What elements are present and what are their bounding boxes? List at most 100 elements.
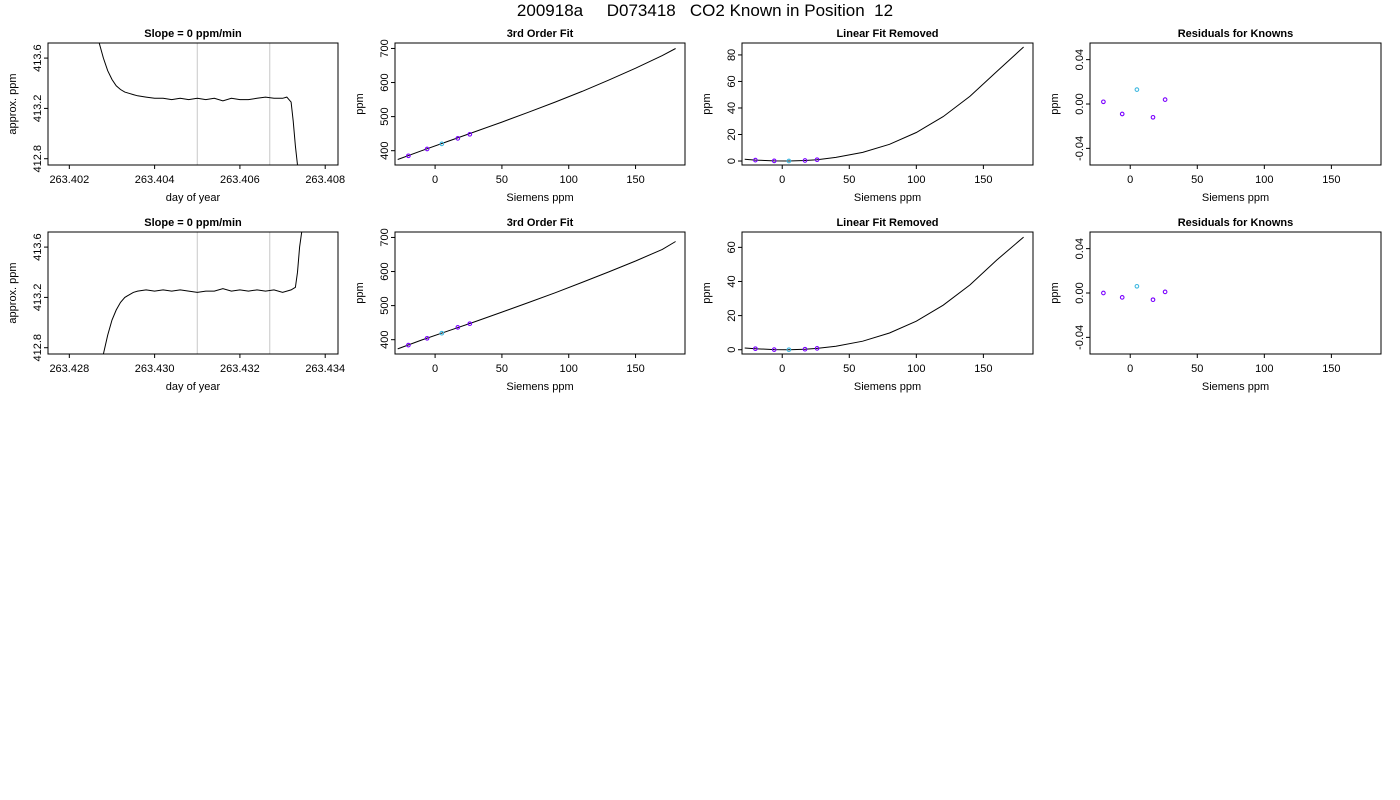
y-axis-label: approx. ppm <box>7 73 19 134</box>
plot-frame <box>741 42 1034 166</box>
y-tick-label: 413.6 <box>32 233 44 261</box>
data-point <box>1162 289 1168 295</box>
x-tick-label: 263.404 <box>135 174 175 186</box>
y-tick-label: 700 <box>379 39 391 57</box>
data-point <box>1119 295 1125 300</box>
y-tick-label: 413.2 <box>32 284 44 312</box>
page-title: 200918a D073418 CO2 Known in Position 12 <box>516 1 894 20</box>
x-tick-label: 150 <box>626 363 644 375</box>
x-tick-label: 150 <box>974 174 992 186</box>
data-point <box>1101 99 1106 105</box>
y-tick-label: 413.2 <box>32 95 44 123</box>
chart-title: Linear Fit Removed <box>836 28 938 40</box>
data-point <box>1134 283 1140 289</box>
y-tick-label: 60 <box>726 241 738 253</box>
x-tick-label: 50 <box>1191 174 1203 186</box>
plot-frame <box>1089 42 1382 166</box>
y-tick-label: 600 <box>379 262 391 280</box>
data-point <box>424 146 430 152</box>
chart-title: 3rd Order Fit <box>507 217 574 229</box>
x-tick-label: 50 <box>496 174 508 186</box>
data-point <box>786 158 792 164</box>
chart-panel-7: 0 50 100 150 0 20 40 60 Linear Fit Removed Siemen… <box>701 217 1034 393</box>
x-tick-label: 263.428 <box>49 363 89 375</box>
data-point <box>802 346 808 352</box>
chart-panel-3: 0 50 100 150 0 20 40 60 80 Linear Fit Removed Siem… <box>701 28 1034 204</box>
chart-panel-6: 0 50 100 150 400 500 600 700 3rd Order Fit Siemen… <box>354 217 686 393</box>
x-tick-label: 263.408 <box>305 174 345 186</box>
data-point <box>406 342 411 348</box>
chart-title: Residuals for Knowns <box>1178 217 1294 229</box>
y-tick-label: 500 <box>379 296 391 314</box>
data-point <box>455 136 461 141</box>
series-line <box>102 232 303 354</box>
x-axis-label: Siemens ppm <box>506 192 573 204</box>
y-tick-label: 0.04 <box>1074 238 1086 259</box>
data-point <box>424 335 430 341</box>
x-tick-label: 150 <box>1322 363 1340 375</box>
data-point <box>1150 114 1156 120</box>
y-axis-label: ppm <box>1049 93 1061 114</box>
y-tick-label: 0.00 <box>1074 282 1086 303</box>
x-axis-label: Siemens ppm <box>854 192 921 204</box>
fit-curve <box>744 46 1024 162</box>
chart-title: Linear Fit Removed <box>836 217 938 229</box>
data-point <box>771 158 777 164</box>
y-tick-label: 40 <box>726 102 738 114</box>
x-tick-label: 263.434 <box>305 363 345 375</box>
chart-panel-1: 263.402 263.404 263.406 263.408 412.8 413.2 41… <box>7 28 345 204</box>
x-tick-label: 100 <box>1255 174 1273 186</box>
x-tick-label: 0 <box>1127 363 1133 375</box>
data-point <box>814 157 820 163</box>
y-tick-label: 412.8 <box>32 334 44 362</box>
y-axis-label: ppm <box>354 93 366 114</box>
y-axis-label: approx. ppm <box>7 262 19 323</box>
chart-panel-4: 0 50 100 150 -0.04 0.00 0.04 Residuals for Know… <box>1049 28 1382 204</box>
y-axis-label: ppm <box>701 282 713 303</box>
y-tick-label: 700 <box>379 228 391 246</box>
data-point <box>1134 87 1140 92</box>
data-point <box>753 157 758 163</box>
y-tick-label: 412.8 <box>32 145 44 173</box>
plot-frame <box>47 231 339 355</box>
y-tick-label: 400 <box>379 142 391 160</box>
x-tick-label: 263.430 <box>135 363 175 375</box>
x-tick-label: 263.432 <box>220 363 260 375</box>
y-tick-label: 0.04 <box>1074 49 1086 70</box>
x-tick-label: 50 <box>1191 363 1203 375</box>
y-tick-label: 60 <box>726 75 738 87</box>
chart-panel-2: 0 50 100 150 400 500 600 700 3rd Order Fit Siemen… <box>354 28 686 204</box>
x-tick-label: 100 <box>1255 363 1273 375</box>
data-point <box>814 346 820 351</box>
x-axis-label: day of year <box>166 381 221 393</box>
plot-frame <box>394 42 686 166</box>
x-tick-label: 50 <box>843 174 855 186</box>
data-point <box>1119 111 1125 117</box>
chart-panel-8: 0 50 100 150 -0.04 0.00 0.04 Residuals for Know… <box>1049 217 1382 393</box>
y-axis-label: ppm <box>1049 282 1061 303</box>
data-point <box>467 321 473 327</box>
fit-curve <box>744 236 1024 351</box>
y-axis-label: ppm <box>354 282 366 303</box>
x-axis-label: Siemens ppm <box>506 381 573 393</box>
x-axis-label: Siemens ppm <box>854 381 921 393</box>
x-tick-label: 50 <box>843 363 855 375</box>
x-tick-label: 0 <box>779 363 785 375</box>
y-tick-label: -0.04 <box>1074 136 1086 161</box>
x-tick-label: 0 <box>432 174 438 186</box>
data-point <box>771 347 777 352</box>
x-axis-label: day of year <box>166 192 221 204</box>
x-tick-label: 0 <box>1127 174 1133 186</box>
fit-curve <box>397 241 676 350</box>
y-tick-label: 0 <box>726 347 738 353</box>
y-tick-label: 40 <box>726 275 738 287</box>
fit-curve <box>397 48 676 160</box>
x-tick-label: 100 <box>907 363 925 375</box>
x-tick-label: 263.402 <box>49 174 89 186</box>
y-tick-label: 20 <box>726 309 738 321</box>
plot-frame <box>741 231 1034 355</box>
x-tick-label: 100 <box>560 174 578 186</box>
data-point <box>802 158 808 163</box>
x-tick-label: 100 <box>560 363 578 375</box>
y-tick-label: 413.6 <box>32 44 44 72</box>
